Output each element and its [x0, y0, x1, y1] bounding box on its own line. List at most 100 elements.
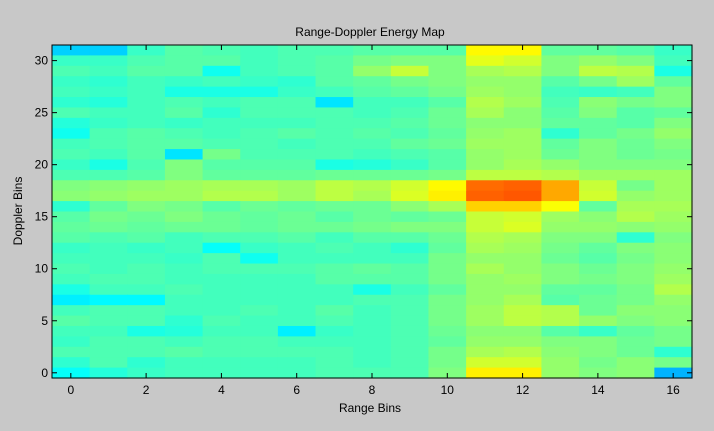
heatmap-cell [202, 201, 241, 213]
heatmap-cell [164, 76, 204, 88]
heatmap-cell [654, 357, 693, 369]
heatmap-cell [89, 107, 128, 119]
heatmap-cell [127, 211, 166, 223]
heatmap-cell [616, 273, 655, 285]
heatmap-cell [541, 190, 580, 202]
heatmap-cell [503, 294, 543, 306]
heatmap-cell [202, 325, 241, 337]
heatmap-cell [89, 211, 128, 223]
heatmap-cell [164, 201, 204, 213]
heatmap-cell [240, 263, 279, 275]
heatmap-cell [503, 211, 543, 223]
heatmap-cell [503, 45, 543, 57]
heatmap-cell [503, 128, 543, 140]
heatmap-cell [353, 97, 392, 109]
heatmap-cell [390, 315, 430, 327]
heatmap-cell [466, 263, 505, 275]
heatmap-cell [127, 232, 166, 244]
heatmap-cell [89, 201, 128, 213]
heatmap-cell [541, 263, 580, 275]
heatmap-cell [654, 242, 693, 254]
heatmap-cell [52, 346, 91, 358]
heatmap-cell [579, 263, 618, 275]
heatmap-cell [89, 263, 128, 275]
heatmap-cell [89, 273, 128, 285]
heatmap-cell [353, 76, 392, 88]
heatmap-cell [579, 138, 618, 150]
heatmap-cell [466, 346, 505, 358]
heatmap-cell [277, 180, 317, 192]
heatmap-cell [89, 45, 128, 57]
heatmap-cell [315, 86, 354, 98]
heatmap-cell [390, 201, 430, 213]
heatmap-cell [390, 242, 430, 254]
y-tick-label: 0 [41, 366, 48, 380]
heatmap-cell [240, 55, 279, 67]
heatmap-cell [466, 232, 505, 244]
heatmap-cell [503, 97, 543, 109]
heatmap-cell [202, 221, 241, 233]
heatmap-cell [616, 346, 655, 358]
heatmap-cell [428, 242, 467, 254]
heatmap-cell [89, 346, 128, 358]
heatmap-cell [353, 253, 392, 265]
heatmap-cell [654, 138, 693, 150]
heatmap-cell [616, 190, 655, 202]
heatmap-cell [541, 357, 580, 369]
heatmap-cell [127, 76, 166, 88]
heatmap-cell [466, 128, 505, 140]
heatmap-cell [579, 55, 618, 67]
x-tick-label: 10 [441, 383, 455, 397]
heatmap-cell [127, 294, 166, 306]
heatmap-cell [277, 273, 317, 285]
heatmap-cell [428, 232, 467, 244]
heatmap-cell [503, 149, 543, 161]
heatmap-cell [654, 305, 693, 317]
heatmap-cell [503, 336, 543, 348]
heatmap-cell [240, 253, 279, 265]
heatmap-cell [202, 284, 241, 296]
heatmap-cell [503, 315, 543, 327]
heatmap-cell [353, 190, 392, 202]
heatmap-cell [466, 336, 505, 348]
heatmap-cell [315, 305, 354, 317]
heatmap-cell [315, 159, 354, 171]
x-tick-label: 2 [143, 383, 150, 397]
heatmap-cell [127, 305, 166, 317]
heatmap-cell [428, 325, 467, 337]
heatmap-cell [202, 253, 241, 265]
heatmap-cell [654, 55, 693, 67]
heatmap-cell [202, 107, 241, 119]
heatmap-cell [202, 55, 241, 67]
heatmap-cell [127, 65, 166, 77]
heatmap-cell [616, 76, 655, 88]
heatmap-cell [466, 169, 505, 181]
heatmap-cell [353, 294, 392, 306]
heatmap-cell [616, 97, 655, 109]
heatmap-cell [240, 86, 279, 98]
heatmap-cell [52, 294, 91, 306]
x-tick-label: 12 [516, 383, 530, 397]
heatmap-cell [428, 159, 467, 171]
heatmap-cell [428, 336, 467, 348]
heatmap-cell [428, 273, 467, 285]
heatmap-cell [616, 128, 655, 140]
heatmap-cell [616, 149, 655, 161]
heatmap-cell [579, 128, 618, 140]
heatmap-cell [466, 117, 505, 129]
heatmap-cell [240, 221, 279, 233]
heatmap-cell [315, 336, 354, 348]
heatmap-cell [428, 128, 467, 140]
heatmap-cell [315, 201, 354, 213]
heatmap-cell [466, 315, 505, 327]
heatmap-cell [353, 128, 392, 140]
heatmap-cell [503, 305, 543, 317]
heatmap-cell [277, 284, 317, 296]
heatmap-cell [466, 55, 505, 67]
heatmap-cell [127, 138, 166, 150]
heatmap-cell [353, 315, 392, 327]
heatmap-cell [390, 357, 430, 369]
heatmap-cell [52, 169, 91, 181]
heatmap-cell [127, 45, 166, 57]
heatmap-cell [202, 149, 241, 161]
